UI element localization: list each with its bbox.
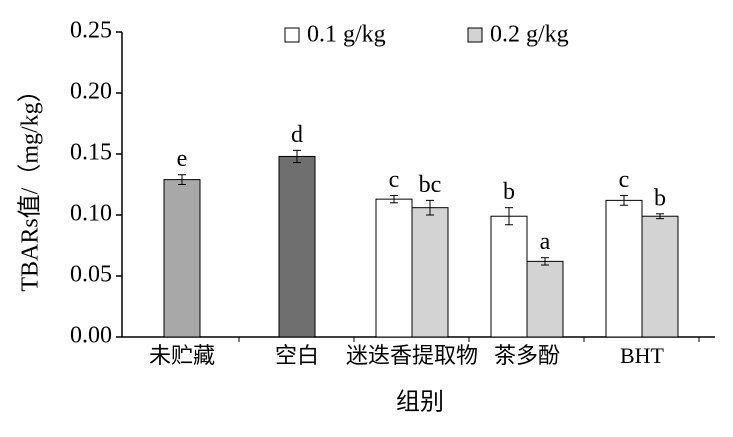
legend-swatch [467,27,483,43]
x-tick-label: 未贮藏 [149,343,215,368]
y-tick-label: 0.15 [70,140,112,166]
legend-label: 0.1 g/kg [307,22,386,48]
error-bar [178,174,186,185]
x-tick-label: 迷迭香提取物 [346,343,478,368]
bar [490,215,528,338]
legend-label: 0.2 g/kg [490,22,569,48]
y-tick-label: 0.10 [70,201,112,227]
significance-label: d [291,122,303,148]
significance-label: e [177,146,188,172]
bar [526,260,564,338]
bar [411,207,449,338]
significance-label: b [503,179,515,205]
x-axis-label: 组别 [396,389,444,416]
bar [605,199,643,338]
error-bar [541,257,549,266]
bar [641,215,679,338]
error-bar [656,213,664,220]
legend: 0.1 g/kg 0.2 g/kg [284,22,569,48]
y-tick-label: 0.20 [70,79,112,105]
y-tick-label: 0.05 [70,262,112,288]
error-bar [390,194,398,204]
y-tick-label: 0.25 [70,18,112,44]
x-tick-label: 空白 [275,343,319,368]
significance-label: c [389,167,400,193]
significance-label: b [654,185,666,211]
bar [375,198,413,338]
error-bar [505,207,513,226]
y-tick-label: 0.00 [70,323,112,349]
legend-swatch [284,27,300,43]
x-tick-label: 茶多酚 [494,343,560,368]
significance-label: bc [419,172,442,198]
bar [163,179,201,338]
error-bar [620,194,628,206]
error-bar [293,149,301,164]
significance-label: a [540,229,551,255]
significance-label: c [619,167,630,193]
x-tick-label: BHT [620,343,665,368]
error-bar [426,199,434,216]
bar [278,155,316,338]
y-axis-label: TBARs值/（mg/kg） [17,78,44,291]
